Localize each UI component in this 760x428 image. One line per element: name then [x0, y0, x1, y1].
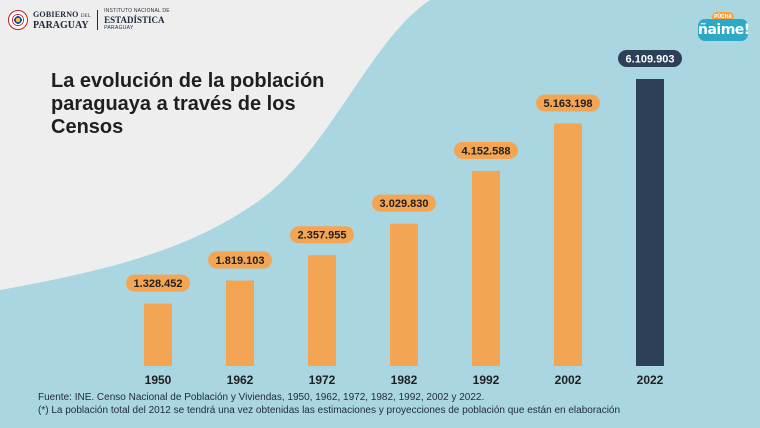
gov-line2: PARAGUAY: [33, 20, 89, 31]
ine-logo: INSTITUTO NACIONAL DE ESTADÍSTICA PARAGU…: [104, 8, 170, 32]
value-label-2022: 6.109.903: [626, 54, 675, 66]
bar-1982: [390, 223, 418, 366]
value-label-pill-1992: [454, 141, 518, 159]
gov-line1-small: DEL: [80, 14, 92, 19]
value-label-pill-1950: [126, 274, 190, 292]
value-label-1962: 1.819.103: [216, 255, 265, 267]
bar-1992: [472, 170, 500, 366]
source-footnote: Fuente: INE. Censo Nacional de Población…: [38, 392, 485, 403]
bar-2022: [636, 79, 664, 366]
x-tick-label-1962: 1962: [227, 373, 254, 387]
x-tick-label-2002: 2002: [555, 373, 582, 387]
value-label-pill-2022: [618, 50, 682, 67]
x-tick-label-1972: 1972: [309, 373, 336, 387]
bar-1972: [308, 255, 336, 366]
campaign-logo-word: ñaime!: [698, 19, 750, 41]
gov-line1: GOBIERNO: [33, 10, 79, 19]
bar-1962: [226, 280, 254, 366]
ine-line3: PARAGUAY: [104, 25, 134, 31]
value-label-pill-2002: [536, 94, 600, 112]
ine-line1: INSTITUTO NACIONAL DE: [104, 8, 170, 14]
value-label-1972: 2.357.955: [298, 230, 347, 242]
x-tick-label-1982: 1982: [391, 373, 418, 387]
header-logos: GOBIERNO DEL PARAGUAY INSTITUTO NACIONAL…: [8, 8, 170, 32]
chart-title: La evolución de la población paraguaya a…: [51, 70, 325, 138]
value-label-pill-1982: [372, 194, 436, 212]
government-seal-icon: [8, 10, 28, 30]
value-label-pill-1972: [290, 226, 354, 244]
value-label-1950: 1.328.452: [134, 278, 183, 290]
government-logo: GOBIERNO DEL PARAGUAY: [33, 10, 92, 31]
x-tick-label-1950: 1950: [145, 373, 172, 387]
campaign-logo-small: PÛCHA: [712, 12, 734, 22]
value-label-2002: 5.163.198: [544, 98, 593, 110]
note-footnote: (*) La población total del 2012 se tendr…: [38, 405, 621, 416]
x-tick-label-2022: 2022: [637, 373, 664, 387]
logo-divider: [97, 10, 99, 30]
ine-line2: ESTADÍSTICA: [104, 15, 165, 25]
campaign-logo: PÛCHA ñaime!: [698, 12, 750, 42]
x-tick-label-1992: 1992: [473, 373, 500, 387]
value-label-1992: 4.152.588: [462, 145, 511, 157]
value-label-1982: 3.029.830: [380, 198, 429, 210]
value-label-pill-1962: [208, 251, 272, 269]
bar-1950: [144, 303, 172, 366]
bar-2002: [554, 123, 582, 366]
